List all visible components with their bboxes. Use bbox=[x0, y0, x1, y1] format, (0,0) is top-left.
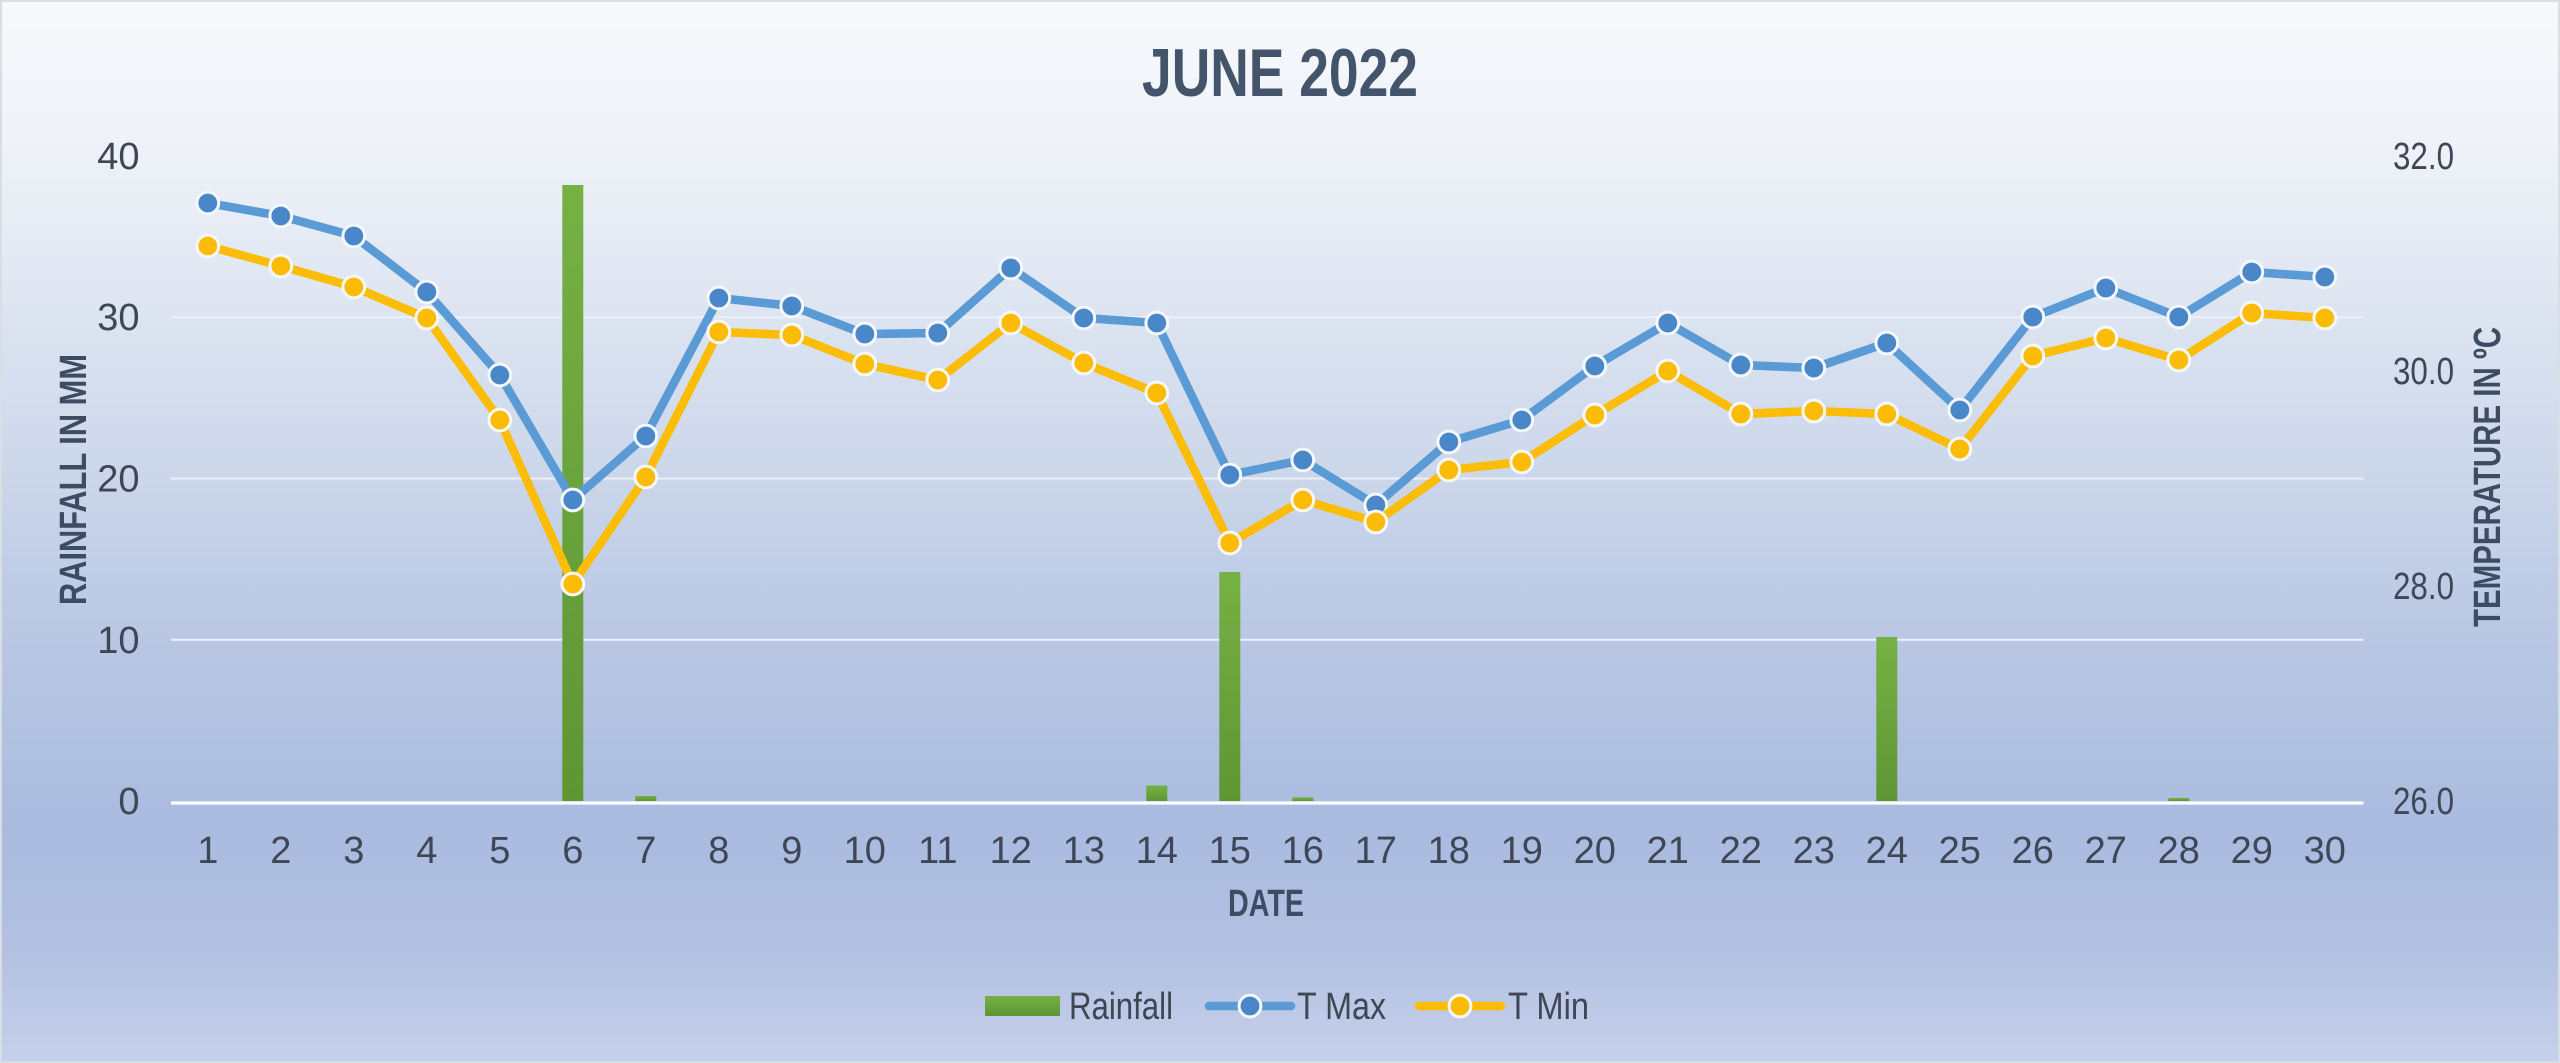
svg-text:7: 7 bbox=[635, 830, 656, 872]
svg-text:30: 30 bbox=[97, 297, 139, 339]
svg-text:19: 19 bbox=[1501, 830, 1543, 872]
svg-text:DATE: DATE bbox=[1228, 883, 1304, 925]
svg-text:32.0: 32.0 bbox=[2393, 136, 2454, 178]
svg-text:20: 20 bbox=[97, 459, 139, 501]
svg-text:30: 30 bbox=[2304, 830, 2346, 872]
svg-text:RAINFALL IN MM: RAINFALL IN MM bbox=[53, 354, 95, 605]
svg-text:5: 5 bbox=[489, 830, 510, 872]
svg-text:8: 8 bbox=[708, 830, 729, 872]
svg-text:T Max: T Max bbox=[1297, 986, 1386, 1028]
svg-text:21: 21 bbox=[1647, 830, 1689, 872]
svg-text:14: 14 bbox=[1136, 830, 1178, 872]
svg-text:15: 15 bbox=[1209, 830, 1251, 872]
svg-text:40: 40 bbox=[97, 136, 139, 178]
svg-text:10: 10 bbox=[844, 830, 886, 872]
svg-text:11: 11 bbox=[918, 830, 957, 872]
svg-text:29: 29 bbox=[2231, 830, 2273, 872]
svg-text:T Min: T Min bbox=[1508, 986, 1589, 1028]
svg-text:27: 27 bbox=[2085, 830, 2127, 872]
svg-text:JUNE 2022: JUNE 2022 bbox=[1142, 35, 1418, 111]
svg-text:28.0: 28.0 bbox=[2393, 566, 2454, 608]
svg-text:26.0: 26.0 bbox=[2393, 781, 2454, 823]
svg-text:18: 18 bbox=[1428, 830, 1470, 872]
svg-text:Rainfall: Rainfall bbox=[1069, 986, 1173, 1028]
svg-text:3: 3 bbox=[343, 830, 364, 872]
svg-text:4: 4 bbox=[416, 830, 437, 872]
svg-text:TEMPERATURE IN ºC: TEMPERATURE IN ºC bbox=[2467, 327, 2509, 627]
svg-text:28: 28 bbox=[2158, 830, 2200, 872]
svg-text:6: 6 bbox=[562, 830, 583, 872]
svg-text:16: 16 bbox=[1282, 830, 1324, 872]
svg-text:1: 1 bbox=[197, 830, 218, 872]
svg-text:10: 10 bbox=[97, 620, 139, 662]
svg-text:24: 24 bbox=[1866, 830, 1908, 872]
svg-text:13: 13 bbox=[1063, 830, 1105, 872]
svg-text:30.0: 30.0 bbox=[2393, 351, 2454, 393]
svg-text:9: 9 bbox=[781, 830, 802, 872]
svg-text:22: 22 bbox=[1720, 830, 1762, 872]
svg-text:2: 2 bbox=[270, 830, 291, 872]
svg-text:25: 25 bbox=[1939, 830, 1981, 872]
svg-text:12: 12 bbox=[990, 830, 1032, 872]
svg-text:17: 17 bbox=[1355, 830, 1397, 872]
svg-text:23: 23 bbox=[1793, 830, 1835, 872]
svg-text:20: 20 bbox=[1574, 830, 1616, 872]
svg-text:0: 0 bbox=[118, 781, 139, 823]
svg-text:26: 26 bbox=[2012, 830, 2054, 872]
